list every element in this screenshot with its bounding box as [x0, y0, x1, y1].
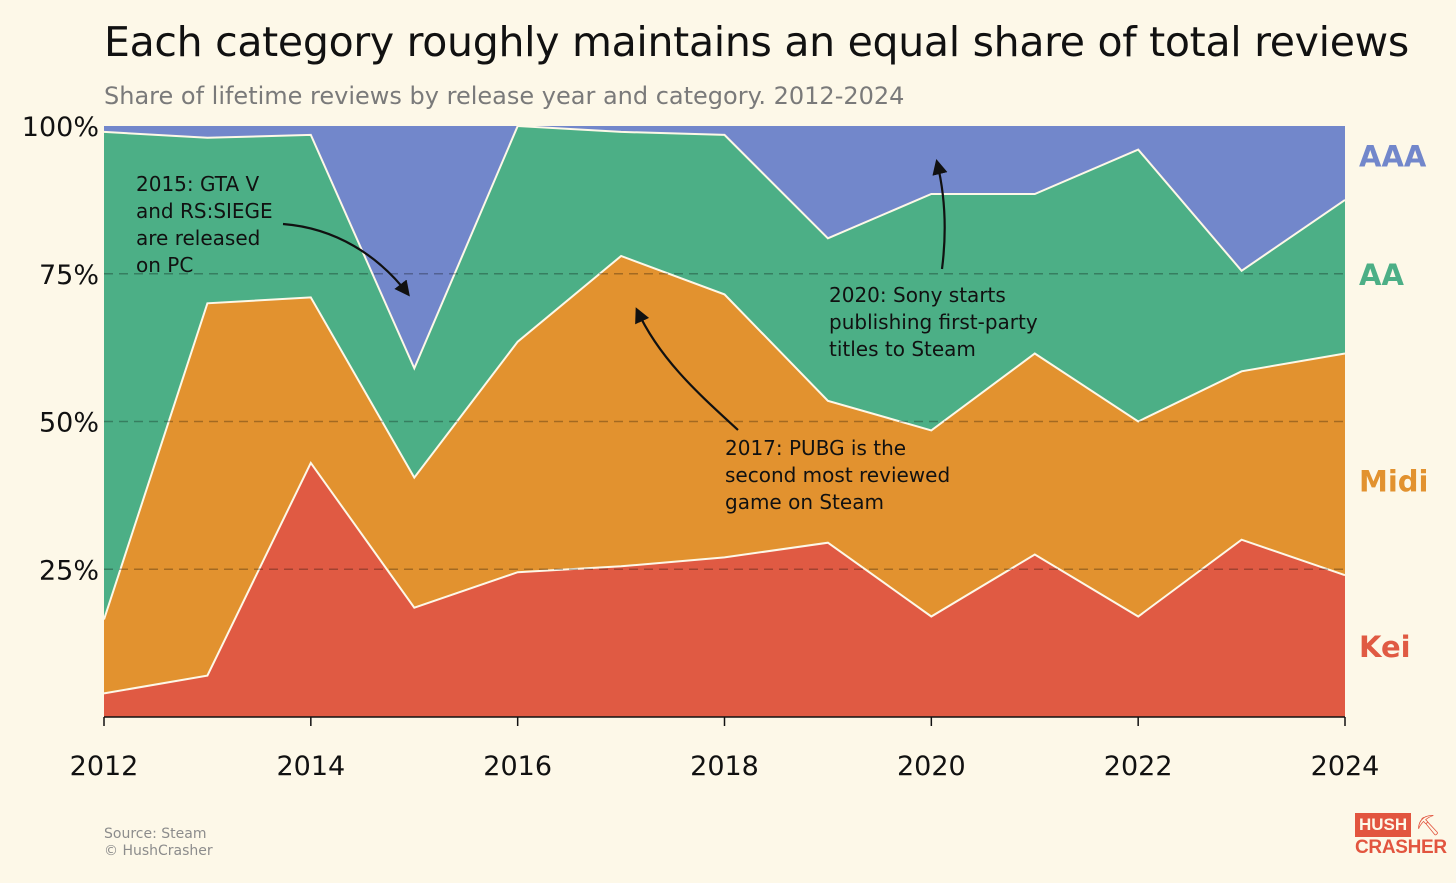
series-label-kei: Kei — [1359, 630, 1411, 664]
x-tick-label: 2018 — [690, 751, 759, 782]
annotation-2017-line: 2017: PUBG is the — [725, 436, 906, 460]
area-aa — [104, 126, 1345, 620]
copyright-text: © HushCrasher — [104, 843, 213, 859]
x-tick-label: 2020 — [897, 751, 966, 782]
annotation-arrow-2015 — [282, 222, 410, 297]
y-tick-label: 100% — [22, 112, 99, 143]
pickaxe-icon: ⛏ — [1415, 813, 1441, 837]
chart-title: Each category roughly maintains an equal… — [104, 18, 1409, 66]
boundary-aa — [103, 124, 1346, 371]
boundary-midi — [103, 254, 1346, 620]
x-tick-label: 2012 — [70, 751, 139, 782]
boundary-kei — [103, 460, 1346, 695]
x-tick-label: 2024 — [1311, 751, 1380, 782]
annotation-2017-line: game on Steam — [725, 490, 884, 514]
series-label-midi: Midi — [1359, 465, 1429, 499]
hushcrasher-logo: HUSH ⛏ CRASHER — [1355, 813, 1447, 859]
logo-hush-text: HUSH — [1355, 813, 1412, 837]
annotation-2017-line: second most reviewed — [725, 463, 950, 487]
x-tick-label: 2022 — [1104, 751, 1173, 782]
chart-subtitle: Share of lifetime reviews by release yea… — [104, 82, 905, 110]
annotation-2020-line: titles to Steam — [829, 337, 976, 361]
annotation-2015-line: are released — [136, 226, 260, 250]
series-label-aaa: AAA — [1359, 140, 1427, 174]
annotation-arrow-2017 — [635, 307, 739, 431]
area-kei — [104, 462, 1345, 717]
annotation-2015-line: 2015: GTA V — [136, 172, 259, 196]
logo-crasher-text: CRASHER — [1355, 837, 1447, 858]
annotation-2015-line: and RS:SIEGE — [136, 199, 273, 223]
annotation-2015-line: on PC — [136, 253, 193, 277]
annotation-2020-line: 2020: Sony starts — [829, 283, 1006, 307]
annotation-arrow-2020 — [932, 159, 948, 270]
area-midi — [104, 256, 1345, 694]
x-tick-label: 2016 — [483, 751, 552, 782]
series-label-aa: AA — [1359, 258, 1404, 292]
x-tick-label: 2014 — [276, 751, 345, 782]
source-text: Source: Steam — [104, 826, 207, 842]
y-tick-label: 50% — [39, 408, 99, 439]
y-tick-label: 75% — [39, 260, 99, 291]
area-aaa — [104, 126, 1345, 369]
y-tick-label: 25% — [39, 555, 99, 586]
source-note: Source: Steam © HushCrasher — [104, 826, 213, 860]
annotation-2020-line: publishing first-party — [829, 310, 1038, 334]
